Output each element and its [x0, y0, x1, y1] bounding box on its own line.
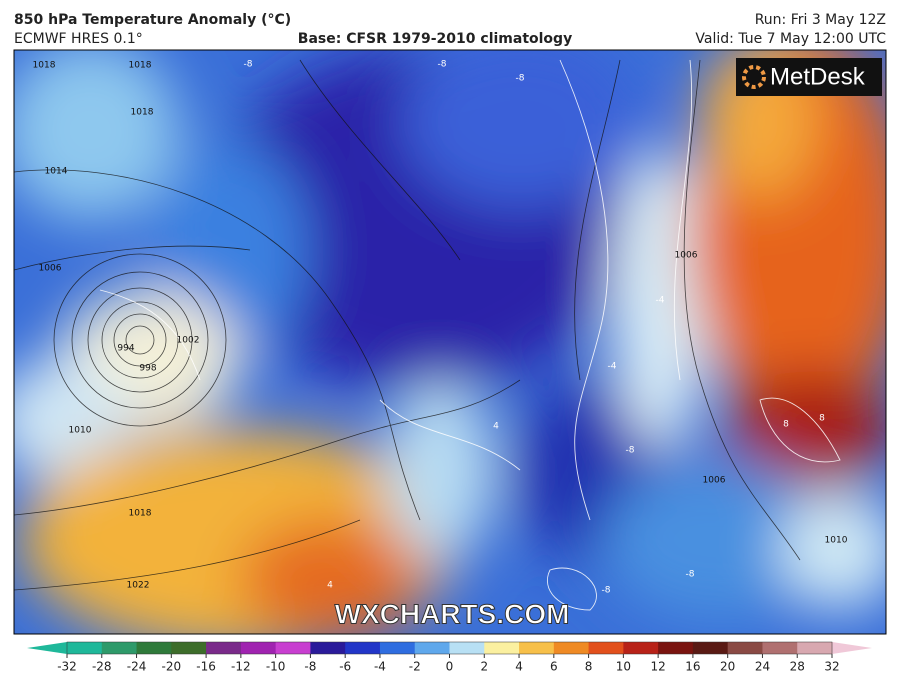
colorbar-segment: [101, 642, 138, 654]
colorbar-segment: [623, 642, 659, 654]
anomaly-label: -8: [686, 570, 695, 580]
colorbar-tick-label: 8: [585, 660, 593, 674]
isobar-label: 1022: [127, 581, 150, 591]
colorbar-segment: [171, 642, 207, 654]
colorbar-tick-label: 10: [616, 660, 631, 674]
colorbar-tick-label: 32: [824, 660, 839, 674]
colorbar-tick-label: 24: [755, 660, 770, 674]
colorbar-segment: [519, 642, 555, 654]
colorbar-tick-label: -8: [304, 660, 316, 674]
colorbar-tick-label: 6: [550, 660, 558, 674]
anomaly-field: [14, 50, 886, 634]
colorbar-tick-label: -2: [409, 660, 421, 674]
isobar-label: 1006: [703, 476, 726, 486]
anomaly-label: -8: [626, 446, 635, 456]
watermark: WXCHARTS.COM: [335, 598, 570, 629]
model-label: ECMWF HRES 0.1°: [14, 31, 143, 47]
colorbar-tick-label: -6: [339, 660, 351, 674]
isobar-label: 1018: [129, 61, 152, 71]
anomaly-label: 4: [493, 422, 499, 432]
anomaly-label: -4: [608, 362, 617, 372]
colorbar-tick-label: -10: [266, 660, 286, 674]
colorbar-tick-label: -16: [196, 660, 216, 674]
isobar-label: 1002: [177, 336, 200, 346]
map-area: MetDesk WXCHARTS.COM 1018 1018 1018 1014 100…: [14, 50, 886, 634]
colorbar-segment: [727, 642, 763, 654]
anomaly-label: 8: [819, 414, 825, 424]
colorbar-segment: [345, 642, 381, 654]
colorbar-segment: [762, 642, 798, 654]
colorbar-segment: [588, 642, 624, 654]
colorbar-segment: [136, 642, 172, 654]
anomaly-label: 8: [783, 420, 789, 430]
valid-label: Valid: Tue 7 May 12:00 UTC: [695, 31, 886, 47]
colorbar-tick-label: -32: [57, 660, 77, 674]
colorbar: -32 -28 -24 -20 -16 -12 -10 -8 -6 -4 -2 0 2 4 6 8 10 12 16…: [27, 641, 872, 674]
anomaly-contours: [99, 59, 841, 611]
anomaly-label: -8: [244, 60, 253, 70]
colorbar-tick-label: 4: [515, 660, 523, 674]
colorbar-tick-label: 16: [685, 660, 700, 674]
colorbar-tick-label: -20: [162, 660, 182, 674]
colorbar-tick-label: -12: [231, 660, 251, 674]
colorbar-segment: [553, 642, 590, 654]
map-title: 850 hPa Temperature Anomaly (°C): [14, 12, 291, 28]
colorbar-segment: [275, 642, 311, 654]
colorbar-segment: [484, 642, 520, 654]
run-label: Run: Fri 3 May 12Z: [755, 12, 886, 28]
anomaly-label: -8: [438, 60, 447, 70]
isobar-label: 994: [117, 344, 134, 354]
isobar-label: 1006: [675, 251, 698, 261]
colorbar-tick-label: -24: [127, 660, 147, 674]
anomaly-label: 4: [327, 581, 333, 591]
logo-box: [736, 58, 882, 96]
colorbar-segment: [240, 642, 277, 654]
colorbar-tick-label: 20: [720, 660, 735, 674]
isobar-label: 1010: [825, 536, 848, 546]
isobar-label: 1018: [131, 108, 154, 118]
map-frame: [13, 49, 887, 635]
colorbar-tick-label: 28: [790, 660, 805, 674]
colorbar-right-arrow: [832, 642, 872, 654]
colorbar-tick-label: 12: [650, 660, 665, 674]
isobar-label: 1014: [45, 167, 68, 177]
isobar-label: 1006: [39, 264, 62, 274]
colorbar-tick-label: 0: [446, 660, 454, 674]
isobar-label: 1010: [69, 426, 92, 436]
anomaly-label: -8: [602, 586, 611, 596]
logo-icon: [742, 65, 766, 89]
colorbar-segment: [658, 642, 694, 654]
colorbar-segment: [379, 642, 416, 654]
colorbar-segment: [310, 642, 346, 654]
colorbar-segment: [692, 642, 729, 654]
isobar-label: 998: [139, 364, 156, 374]
isobars: [14, 59, 801, 591]
base-label: Base: CFSR 1979-2010 climatology: [298, 31, 572, 47]
colorbar-tick-label: -28: [92, 660, 112, 674]
anomaly-label: -8: [516, 74, 525, 84]
colorbar-segment: [449, 642, 485, 654]
isobar-label: 1018: [33, 61, 56, 71]
colorbar-left-arrow: [27, 642, 67, 654]
colorbar-segment: [414, 642, 450, 654]
contour-labels: 1018 1018 1018 1014 1006 994 998 1002 1010 1018 10…: [33, 60, 848, 596]
colorbar-tick-label: -4: [374, 660, 386, 674]
anomaly-label: -4: [656, 296, 665, 306]
colorbar-segment: [797, 642, 833, 654]
colorbar-segment: [206, 642, 242, 654]
colorbar-tick-label: 2: [480, 660, 488, 674]
colorbar-segment: [67, 642, 103, 654]
colorbar-frame: [66, 641, 833, 655]
isobar-label: 1018: [129, 509, 152, 519]
logo-text: MetDesk: [770, 63, 866, 90]
